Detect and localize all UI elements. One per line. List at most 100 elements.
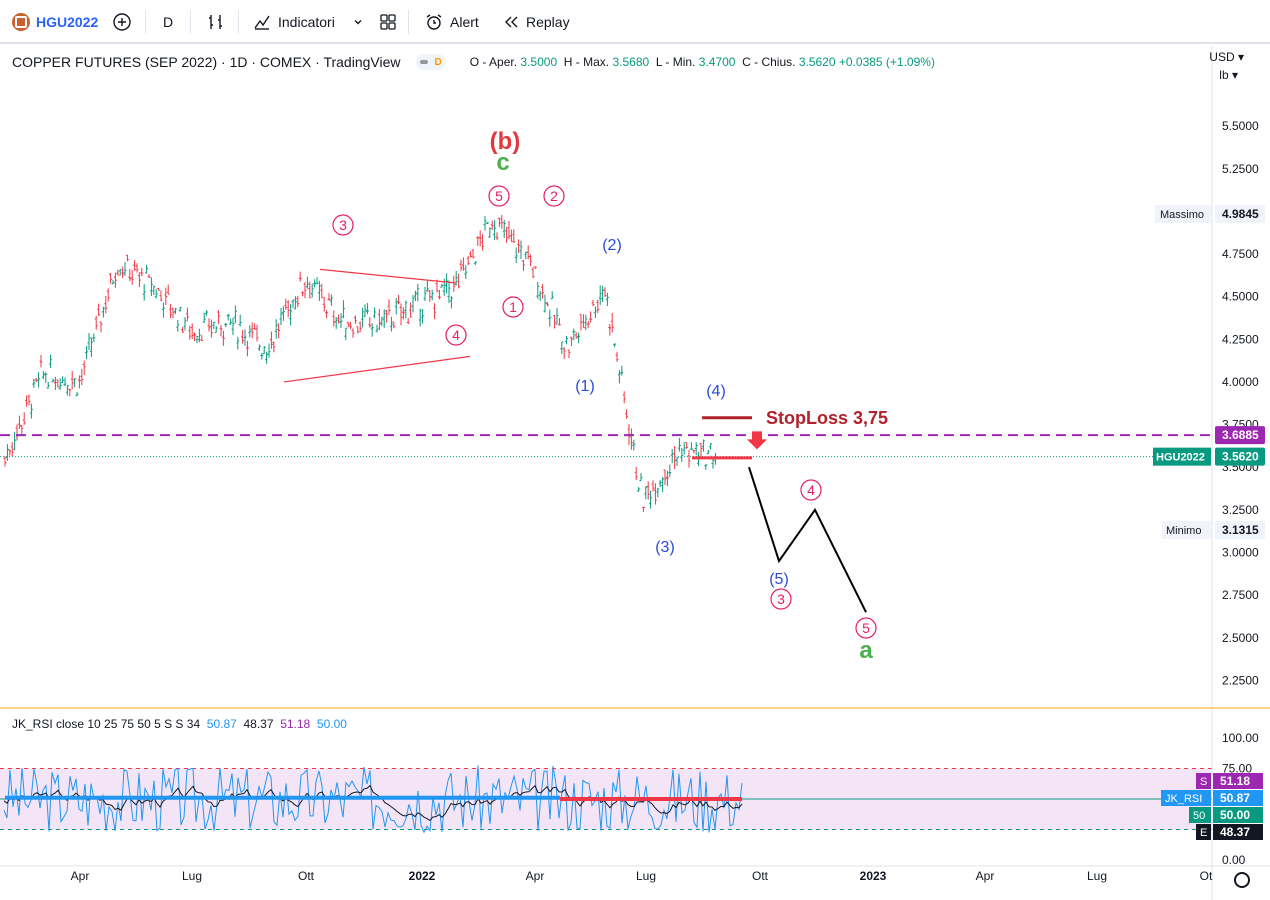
wave-circle-label: 5 — [495, 188, 503, 204]
rsi-tag-label-bg — [1196, 773, 1211, 789]
time-tick-label: Lug — [636, 869, 656, 883]
wave-circle-label: 2 — [550, 188, 558, 204]
rsi-tag-value-bg — [1213, 773, 1263, 789]
wave-circle — [543, 185, 565, 207]
symbol-tag-label: HGU2022 — [1156, 452, 1205, 464]
high-value: 3.5680 — [612, 55, 650, 69]
wave-circle — [855, 617, 877, 639]
rsi-name: JK_RSI close 10 25 75 50 5 S S 34 — [12, 717, 201, 731]
rsi-tick-label: 100.00 — [1222, 731, 1259, 745]
wave-c-label: c — [496, 149, 509, 176]
wave-blue-label: (3) — [655, 539, 675, 556]
rsi-legend: JK_RSI close 10 25 75 50 5 S S 34 50.87 … — [12, 717, 347, 731]
rsi-tag-label-bg — [1189, 807, 1211, 823]
bars-icon — [209, 15, 222, 29]
chevron-down-icon — [354, 20, 362, 25]
time-tick-label: 2023 — [860, 869, 887, 883]
currency-selector[interactable]: USD ▾ — [1209, 50, 1244, 64]
price-tick-label: 3.0000 — [1222, 546, 1259, 560]
open-label: O - Aper. — [469, 55, 518, 69]
min-tag-value-bg — [1215, 521, 1265, 540]
min-tag-label: Minimo — [1166, 525, 1201, 537]
rsi-tag-label: E — [1200, 827, 1207, 839]
wave-blue-label: (4) — [706, 383, 726, 400]
rsi-value-2: 48.37 — [243, 717, 274, 731]
price-tick-label: 3.2500 — [1222, 503, 1259, 517]
chart-area[interactable]: StopLoss 3,75 (b) c a 3 4 5 1 2 4 3 5 (2) (1) (3) (4) (5… — [0, 46, 1270, 900]
interval-button[interactable]: D — [163, 14, 174, 30]
rsi-value-1: 50.87 — [206, 717, 237, 731]
max-tag-value-bg — [1215, 205, 1265, 224]
symbol-label: HGU2022 — [36, 14, 99, 30]
rsi-tag-label: S — [1200, 776, 1207, 788]
low-value: 3.4700 — [698, 55, 736, 69]
time-tick-label: Ott — [752, 869, 769, 883]
replay-button[interactable]: Replay — [502, 8, 570, 36]
triangle-upper-line — [319, 268, 457, 284]
layout-button[interactable] — [378, 8, 398, 36]
copper-logo-icon — [12, 13, 30, 31]
wave-b-label: (b) — [490, 128, 521, 155]
rsi-tag-value-bg — [1213, 790, 1263, 806]
time-tick-label: Apr — [526, 869, 545, 883]
indicators-dropdown-button[interactable] — [352, 8, 364, 36]
time-tick-label: Apr — [976, 869, 995, 883]
wave-circle — [332, 214, 354, 236]
indicators-label: Indicatori — [278, 14, 335, 30]
ohlc-values: O - Aper. 3.5000 H - Max. 3.5680 L - Min… — [470, 55, 935, 69]
rsi-tick-label: 75.00 — [1222, 762, 1252, 776]
currency-label: USD — [1209, 50, 1235, 64]
symbol-search-button[interactable]: HGU2022 — [12, 8, 98, 36]
close-value: 3.5620 — [798, 55, 836, 69]
max-tag-bg — [1155, 205, 1211, 224]
alarm-clock-icon — [426, 14, 442, 30]
wave-circle — [800, 479, 822, 501]
rsi-tag-label-bg — [1196, 824, 1211, 840]
wave-a-label: a — [859, 637, 873, 664]
chart-type-button[interactable] — [206, 8, 226, 36]
plus-circle-icon — [113, 13, 131, 31]
wave-circle-label: 3 — [777, 591, 785, 607]
unit-label: lb — [1219, 68, 1229, 82]
rsi-tag-value: 50.87 — [1220, 791, 1250, 805]
unit-selector[interactable]: lb ▾ — [1219, 68, 1238, 82]
low-label: L - Min. — [655, 55, 696, 69]
rsi-tag-value-bg — [1213, 824, 1263, 840]
price-tick-label: 5.2500 — [1222, 162, 1259, 176]
stoploss-label: StopLoss 3,75 — [766, 408, 888, 428]
min-tag-bg — [1162, 521, 1211, 540]
time-tick-label: Apr — [71, 869, 90, 883]
wave-circle-label: 3 — [339, 217, 347, 233]
price-tick-label: 4.0000 — [1222, 375, 1259, 389]
wave-circle — [502, 296, 524, 318]
replay-label: Replay — [526, 14, 570, 30]
wave-blue-label: (5) — [769, 571, 789, 588]
wave-circle-label: 4 — [807, 482, 815, 498]
close-label: C - Chius. — [742, 55, 796, 69]
time-tick-label: 2022 — [409, 869, 436, 883]
price-tick-label: 2.2500 — [1222, 673, 1259, 687]
price-tick-label: 5.5000 — [1222, 119, 1259, 133]
legend-visibility-badge[interactable]: D — [416, 54, 446, 70]
price-tick-label: 2.7500 — [1222, 588, 1259, 602]
max-tag-label: Massimo — [1160, 209, 1204, 221]
wave-circle-label: 4 — [452, 327, 460, 343]
price-tick-label: 4.2500 — [1222, 332, 1259, 346]
wave-circle-label: 1 — [509, 299, 517, 315]
price-tick-label: 4.7500 — [1222, 247, 1259, 261]
wave-circle — [488, 185, 510, 207]
rsi-tag-value: 51.18 — [1220, 774, 1250, 788]
triangle-lower-line — [283, 355, 471, 383]
alert-button[interactable]: Alert — [424, 8, 479, 36]
last-price-tag-bg — [1215, 447, 1265, 466]
price-tick-label: 4.5000 — [1222, 290, 1259, 304]
legend-badge-d: D — [434, 56, 442, 68]
compare-button[interactable] — [112, 8, 132, 36]
chart-canvas[interactable]: StopLoss 3,75 (b)c a 3 4 5 1 2 4 3 5 (2) (1) (3) (4) (5… — [0, 46, 1270, 900]
down-arrow-icon — [747, 431, 767, 450]
indicators-button[interactable]: Indicatori — [252, 8, 335, 36]
settings-gear-icon[interactable] — [1234, 872, 1250, 888]
wave-blue-label: (2) — [602, 237, 622, 254]
last-price-tag: 3.5620 — [1222, 450, 1259, 464]
time-tick-label: Lug — [1087, 869, 1107, 883]
